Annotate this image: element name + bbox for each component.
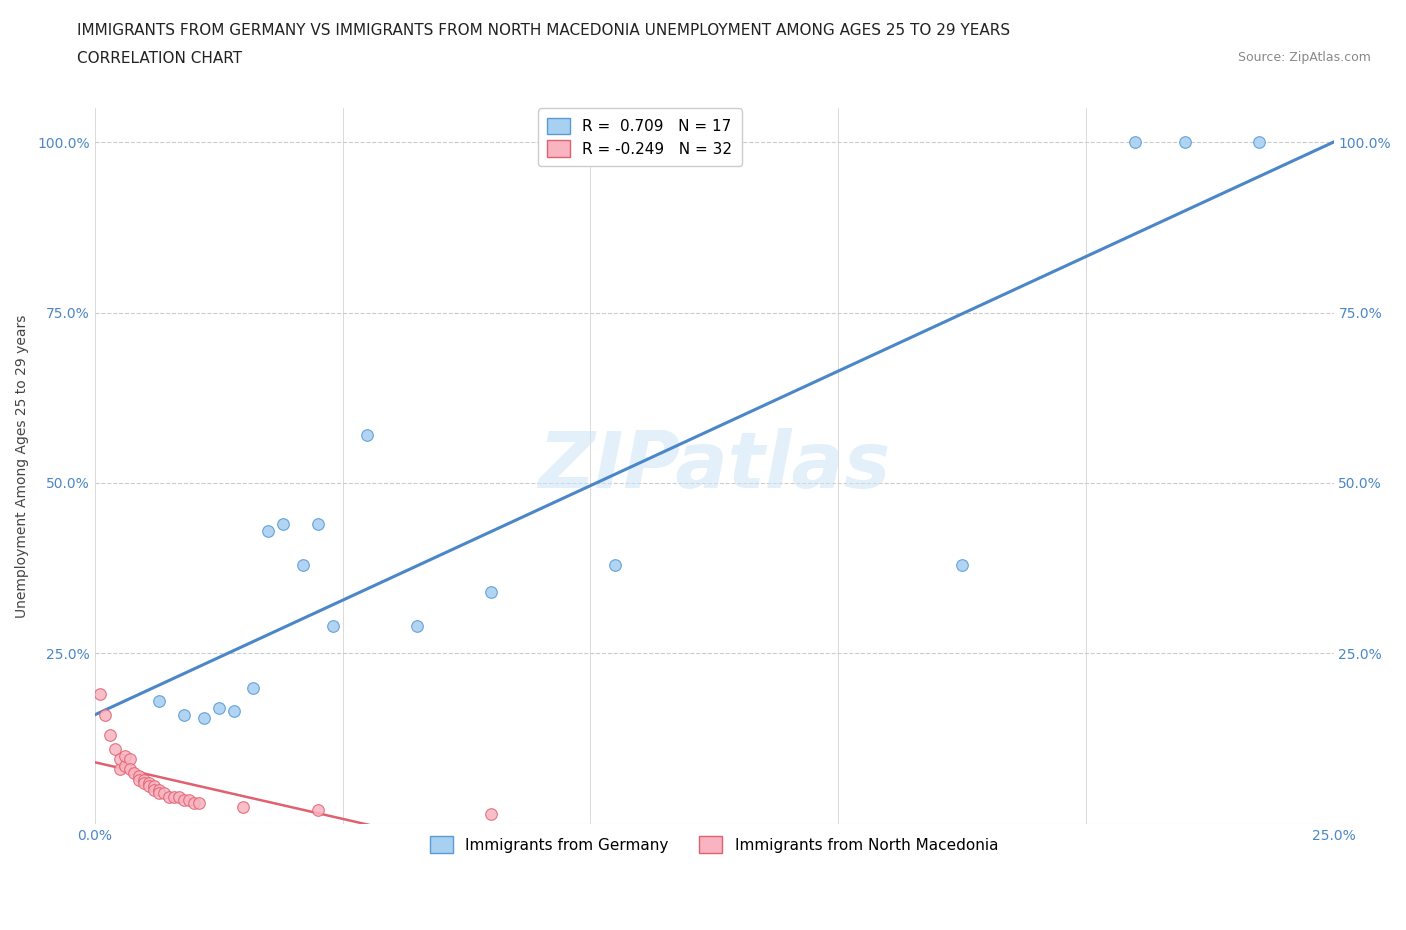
Point <box>93 708 115 723</box>
Point <box>153 786 176 801</box>
Point <box>232 800 254 815</box>
Point <box>242 680 264 695</box>
Point <box>148 786 170 801</box>
Point <box>603 557 626 572</box>
Point <box>322 618 344 633</box>
Point <box>89 687 111 702</box>
Point <box>193 711 215 725</box>
Point <box>307 803 329 817</box>
Point <box>257 524 280 538</box>
Point <box>187 796 209 811</box>
Point <box>950 557 973 572</box>
Point <box>148 694 170 709</box>
Point <box>114 749 136 764</box>
Point <box>143 779 166 794</box>
Point <box>479 585 502 600</box>
Y-axis label: Unemployment Among Ages 25 to 29 years: Unemployment Among Ages 25 to 29 years <box>15 314 30 618</box>
Point <box>1123 135 1146 150</box>
Point <box>114 759 136 774</box>
Point <box>104 741 127 756</box>
Point <box>208 700 231 715</box>
Point <box>222 704 245 719</box>
Point <box>124 765 146 780</box>
Point <box>1249 135 1271 150</box>
Point <box>128 772 150 787</box>
Point <box>108 751 131 766</box>
Point <box>143 782 166 797</box>
Text: ZIPatlas: ZIPatlas <box>538 428 890 504</box>
Point <box>167 790 190 804</box>
Point <box>173 708 195 723</box>
Point <box>479 806 502 821</box>
Point <box>98 728 121 743</box>
Point <box>173 792 195 807</box>
Point <box>163 790 186 804</box>
Point <box>118 762 141 777</box>
Text: CORRELATION CHART: CORRELATION CHART <box>77 51 242 66</box>
Point <box>307 516 329 531</box>
Point <box>1174 135 1197 150</box>
Point <box>406 618 429 633</box>
Point <box>183 796 205 811</box>
Point <box>138 776 160 790</box>
Point <box>157 790 180 804</box>
Point <box>138 779 160 794</box>
Point <box>291 557 314 572</box>
Legend: Immigrants from Germany, Immigrants from North Macedonia: Immigrants from Germany, Immigrants from… <box>425 830 1004 859</box>
Point <box>134 776 156 790</box>
Text: Source: ZipAtlas.com: Source: ZipAtlas.com <box>1237 51 1371 64</box>
Point <box>128 769 150 784</box>
Text: IMMIGRANTS FROM GERMANY VS IMMIGRANTS FROM NORTH MACEDONIA UNEMPLOYMENT AMONG AG: IMMIGRANTS FROM GERMANY VS IMMIGRANTS FR… <box>77 23 1011 38</box>
Point <box>356 428 378 443</box>
Point <box>118 751 141 766</box>
Point <box>134 772 156 787</box>
Point <box>271 516 294 531</box>
Point <box>108 762 131 777</box>
Point <box>177 792 200 807</box>
Point <box>148 782 170 797</box>
